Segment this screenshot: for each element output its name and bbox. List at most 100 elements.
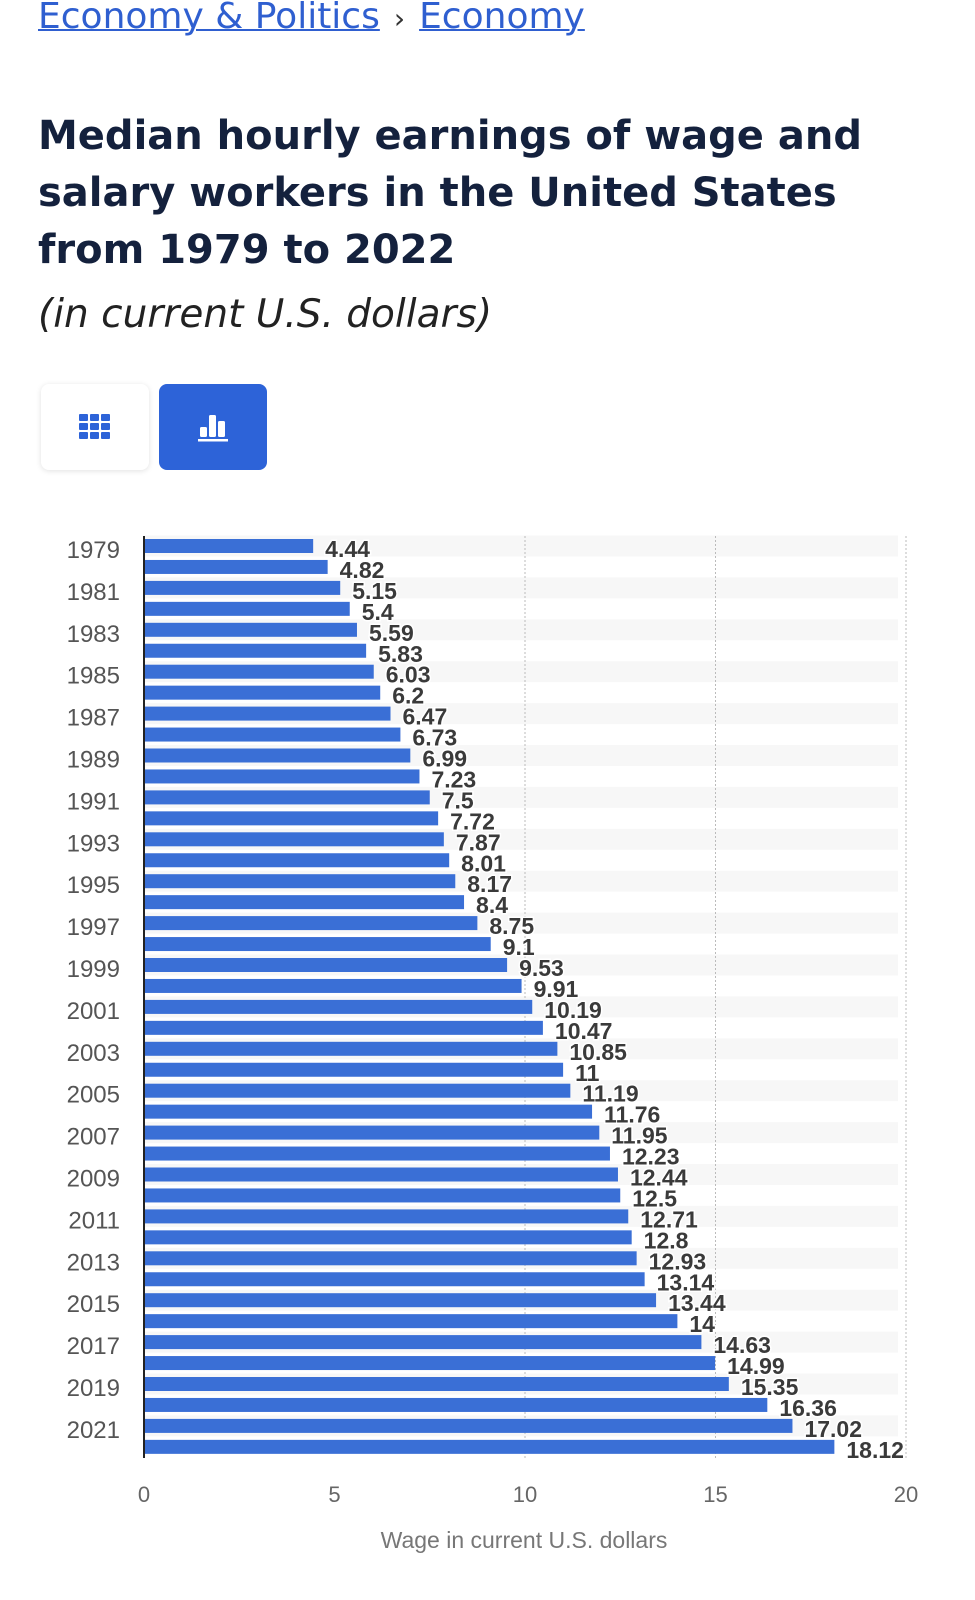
data-label: 10.85 <box>569 1039 627 1065</box>
bar <box>144 580 341 595</box>
bar <box>144 916 478 931</box>
bar <box>144 1125 600 1140</box>
bar <box>144 1439 835 1454</box>
y-tick-label: 2009 <box>67 1166 120 1193</box>
bar <box>144 643 367 658</box>
bar <box>144 1083 571 1098</box>
data-label: 16.36 <box>779 1395 837 1421</box>
data-label: 10.19 <box>544 997 602 1023</box>
bar <box>144 958 508 972</box>
data-label: 6.99 <box>422 746 467 772</box>
data-label: 13.14 <box>657 1269 715 1295</box>
data-label: 10.47 <box>555 1018 613 1044</box>
data-label: 5.4 <box>362 599 394 625</box>
bar <box>144 1209 629 1224</box>
y-tick-label: 2013 <box>67 1249 120 1276</box>
y-tick-label: 2011 <box>68 1207 120 1234</box>
bar <box>144 1397 768 1412</box>
data-label: 6.2 <box>392 683 424 709</box>
bar <box>144 539 314 553</box>
data-label: 14.99 <box>727 1353 785 1379</box>
bar <box>144 685 381 700</box>
y-tick-label: 1985 <box>67 663 120 690</box>
x-tick-label: 20 <box>894 1482 918 1507</box>
bar <box>144 790 430 805</box>
bar <box>144 1104 593 1119</box>
y-tick-label: 1989 <box>67 747 120 774</box>
data-label: 12.23 <box>622 1144 680 1170</box>
data-label: 12.8 <box>644 1227 689 1253</box>
data-label: 8.4 <box>476 892 508 918</box>
bar <box>144 1230 632 1245</box>
y-tick-label: 2017 <box>67 1333 120 1360</box>
data-label: 8.17 <box>467 871 512 897</box>
bar <box>144 1293 657 1308</box>
y-tick-label: 2019 <box>67 1375 120 1402</box>
data-label: 17.02 <box>804 1416 862 1442</box>
breadcrumb-economy-politics[interactable]: Economy & Politics <box>38 0 380 37</box>
bar <box>144 1020 543 1035</box>
bar <box>144 748 411 763</box>
data-label: 11.76 <box>604 1102 660 1128</box>
y-tick-label: 1997 <box>67 914 120 941</box>
bar <box>144 1188 621 1203</box>
y-tick-label: 1983 <box>67 621 120 648</box>
y-tick-label: 2005 <box>67 1082 120 1109</box>
bar <box>144 999 533 1014</box>
breadcrumb: Economy & Politics › Economy <box>38 0 585 37</box>
bar <box>144 559 328 574</box>
y-tick-label: 2021 <box>67 1417 120 1444</box>
bar <box>144 853 450 868</box>
bar <box>144 1314 678 1329</box>
bar <box>144 706 391 721</box>
data-label: 7.23 <box>431 766 476 792</box>
bar <box>144 1251 637 1266</box>
data-label: 12.5 <box>632 1185 677 1211</box>
bar <box>144 832 444 847</box>
data-label: 11.95 <box>611 1123 667 1149</box>
bar <box>144 769 420 784</box>
x-tick-label: 10 <box>513 1482 537 1507</box>
y-tick-label: 2007 <box>67 1124 120 1151</box>
breadcrumb-economy[interactable]: Economy <box>419 0 585 37</box>
breadcrumb-separator: › <box>393 2 406 35</box>
bar <box>144 1356 716 1371</box>
y-tick-label: 1999 <box>67 956 120 983</box>
bar <box>144 1418 793 1433</box>
data-label: 13.44 <box>668 1290 726 1316</box>
page-subtitle: (in current U.S. dollars) <box>38 292 493 337</box>
y-tick-label: 1979 <box>67 537 120 564</box>
bar <box>144 727 401 742</box>
bar <box>144 1335 702 1350</box>
data-label: 11 <box>575 1060 600 1086</box>
x-axis-title: Wage in current U.S. dollars <box>381 1527 668 1553</box>
bar <box>144 1062 564 1077</box>
bar <box>144 1167 618 1182</box>
page-title: Median hourly earnings of wage and salar… <box>38 113 862 273</box>
x-tick-label: 5 <box>328 1482 340 1507</box>
y-tick-label: 2003 <box>67 1040 120 1067</box>
bar <box>144 978 522 993</box>
y-tick-label: 2001 <box>67 998 120 1025</box>
grid-icon <box>79 414 110 439</box>
table-view-button[interactable] <box>41 384 149 470</box>
data-label: 7.87 <box>456 829 501 855</box>
y-tick-label: 1995 <box>67 872 120 899</box>
bar <box>144 1272 645 1287</box>
bar <box>144 1146 610 1161</box>
bar <box>144 601 350 616</box>
row-band <box>144 535 898 557</box>
bar <box>144 895 465 910</box>
x-tick-label: 0 <box>138 1482 150 1507</box>
data-label: 9.53 <box>519 955 564 981</box>
data-label: 9.91 <box>534 976 579 1002</box>
data-label: 4.82 <box>340 557 385 583</box>
data-label: 5.59 <box>369 620 414 646</box>
data-label: 12.71 <box>640 1206 698 1232</box>
data-label: 12.44 <box>630 1165 688 1191</box>
data-label: 8.01 <box>461 850 506 876</box>
data-label: 5.83 <box>378 641 423 667</box>
bar <box>144 937 491 952</box>
data-label: 4.44 <box>325 536 370 562</box>
chart-view-button[interactable] <box>159 384 267 470</box>
